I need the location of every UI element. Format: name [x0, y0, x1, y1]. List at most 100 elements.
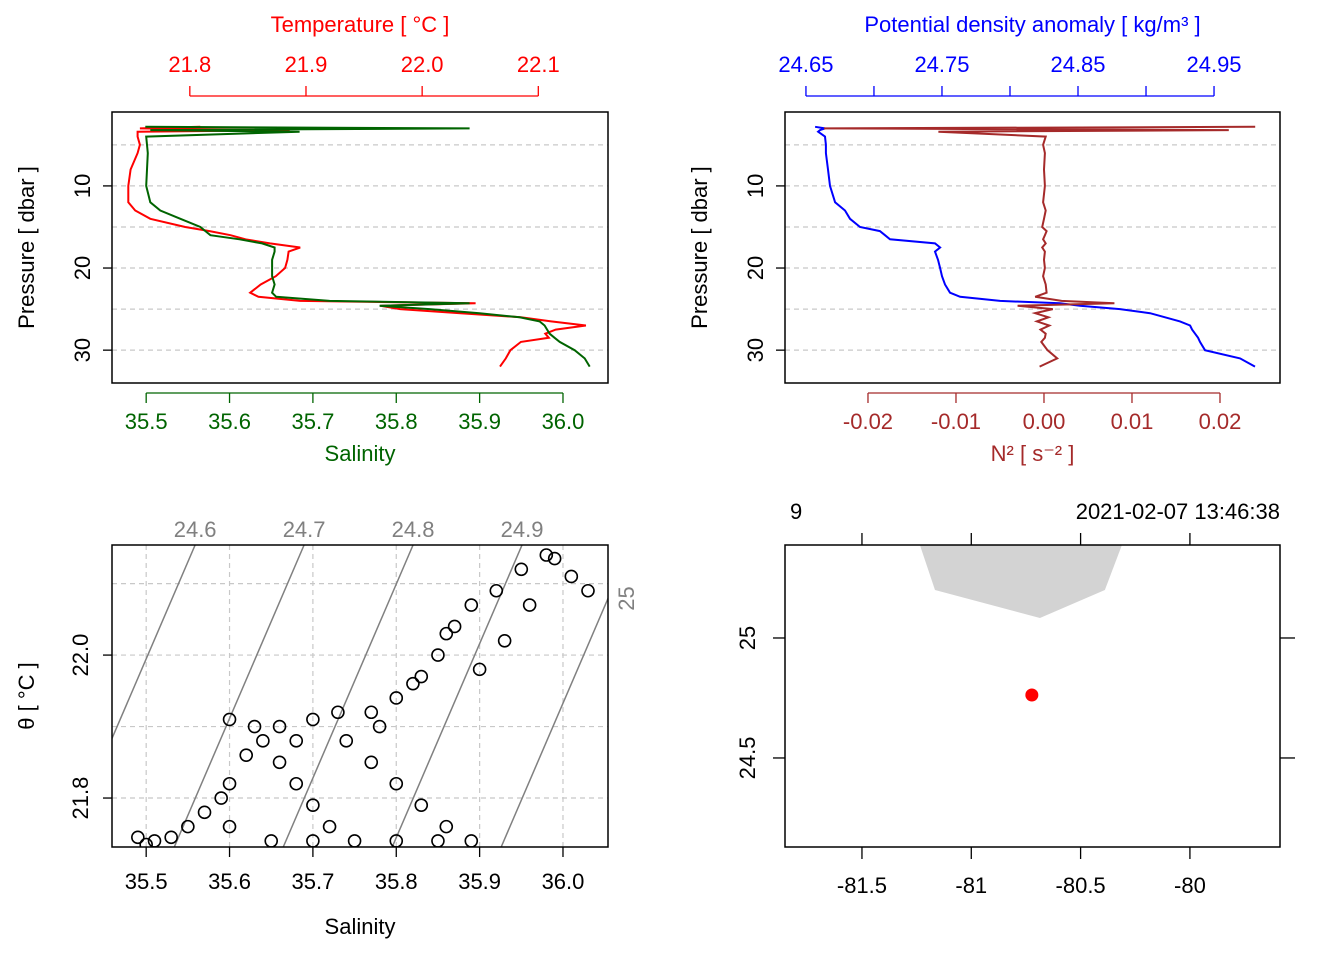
ts-point: [181, 819, 195, 834]
x-tick-label: 35.9: [458, 409, 501, 434]
isopycnal: [500, 596, 608, 847]
plot-frame: [111, 544, 609, 848]
x-tick-label: 0.00: [1023, 409, 1066, 434]
profile-line: [145, 125, 591, 368]
ts-point: [439, 626, 454, 641]
x-tick-label: 24.95: [1186, 52, 1241, 77]
ts-point: [389, 691, 404, 705]
ts-point: [331, 705, 345, 720]
ts-point: [239, 748, 254, 762]
plot-frame: [784, 111, 1281, 384]
y-axis-label: Pressure [ dbar ]: [14, 166, 39, 329]
x-axis-label: Potential density anomaly [ kg/m³ ]: [864, 12, 1200, 37]
ts-point: [256, 734, 270, 748]
ts-point: [306, 798, 320, 812]
x-tick-label: 36.0: [542, 869, 585, 894]
y-tick-label: 30: [70, 338, 95, 362]
x-tick-label: 0.01: [1111, 409, 1154, 434]
ts-point: [564, 569, 579, 584]
x-tick-label: 22.0: [401, 52, 444, 77]
ts-point: [431, 834, 445, 847]
ts-point: [439, 819, 454, 834]
ts-point: [214, 791, 229, 805]
x-axis-label: N² [ s⁻² ]: [991, 441, 1075, 466]
ts-point: [222, 776, 237, 791]
ts-point: [347, 834, 362, 847]
x-tick-label: -81: [955, 873, 987, 898]
ts-point: [131, 830, 145, 845]
y-tick-label: 25: [735, 626, 760, 650]
isopycnal: [112, 545, 196, 741]
ts-point: [139, 837, 153, 847]
x-tick-label: -80: [1174, 873, 1206, 898]
ts-point: [306, 712, 320, 727]
x-tick-label: 24.85: [1050, 52, 1105, 77]
y-axis-label: Pressure [ dbar ]: [687, 166, 712, 329]
ts-point: [447, 619, 462, 634]
x-tick-label: -80.5: [1056, 873, 1106, 898]
y-tick-label: 10: [743, 174, 768, 198]
ts-point: [464, 834, 479, 847]
x-tick-label: 35.7: [291, 409, 334, 434]
x-tick-label: 35.5: [125, 869, 168, 894]
ts-point: [522, 598, 537, 612]
ts-point: [272, 719, 287, 734]
y-tick-label: 24.5: [735, 737, 760, 780]
ts-point: [272, 755, 287, 770]
ts-point: [264, 834, 279, 847]
x-tick-label: 36.0: [542, 409, 585, 434]
y-tick-label: 20: [743, 256, 768, 280]
ts-point: [339, 734, 354, 748]
y-tick-label: 30: [743, 338, 768, 362]
ts-point: [164, 830, 178, 845]
ts-point: [289, 776, 304, 791]
ts-point: [489, 583, 504, 598]
ts-point: [322, 819, 337, 834]
ts-point: [406, 676, 420, 691]
y-tick-label: 22.0: [68, 634, 93, 677]
isopycnal: [173, 545, 305, 847]
ts-point: [414, 669, 429, 684]
ts-point: [464, 598, 479, 612]
x-tick-label: 24.65: [778, 52, 833, 77]
ts-point: [247, 719, 262, 734]
x-axis-label: Salinity: [325, 441, 396, 466]
ts-point: [197, 805, 212, 820]
x-tick-label: 35.8: [375, 869, 418, 894]
isopycnal-label: 24.6: [174, 517, 217, 542]
x-tick-label: -0.02: [843, 409, 893, 434]
y-tick-label: 10: [70, 174, 95, 198]
x-tick-label: -81.5: [837, 873, 887, 898]
x-tick-label: 21.8: [168, 52, 211, 77]
ts-point: [514, 562, 529, 577]
isopycnal-label: 25: [614, 586, 639, 610]
isopycnal-label: 24.8: [392, 517, 435, 542]
ts-point: [222, 712, 237, 727]
station-time: 2021-02-07 13:46:38: [1076, 499, 1280, 524]
profile-line: [814, 125, 1256, 368]
x-tick-label: 35.6: [208, 409, 251, 434]
ts-point: [547, 551, 562, 566]
isopycnal-label: 24.7: [283, 517, 326, 542]
ts-point: [472, 662, 487, 677]
x-tick-label: -0.01: [931, 409, 981, 434]
x-tick-label: 24.75: [914, 52, 969, 77]
ts-point: [431, 648, 445, 662]
ts-point: [539, 548, 554, 562]
x-tick-label: 35.6: [208, 869, 251, 894]
isopycnal: [282, 545, 414, 847]
x-tick-label: 35.9: [458, 869, 501, 894]
station-id: 9: [790, 499, 802, 524]
ts-point: [581, 583, 595, 598]
plot-frame: [111, 111, 609, 384]
x-axis-label: Temperature [ °C ]: [271, 12, 450, 37]
ts-point: [289, 734, 304, 748]
x-tick-label: 35.5: [125, 409, 168, 434]
x-axis-label: Salinity: [325, 914, 396, 939]
x-tick-label: 22.1: [517, 52, 560, 77]
profile-line: [127, 125, 587, 368]
station-point: [1025, 688, 1039, 702]
ts-point: [389, 776, 404, 791]
x-tick-label: 0.02: [1199, 409, 1242, 434]
ts-point: [222, 819, 237, 834]
